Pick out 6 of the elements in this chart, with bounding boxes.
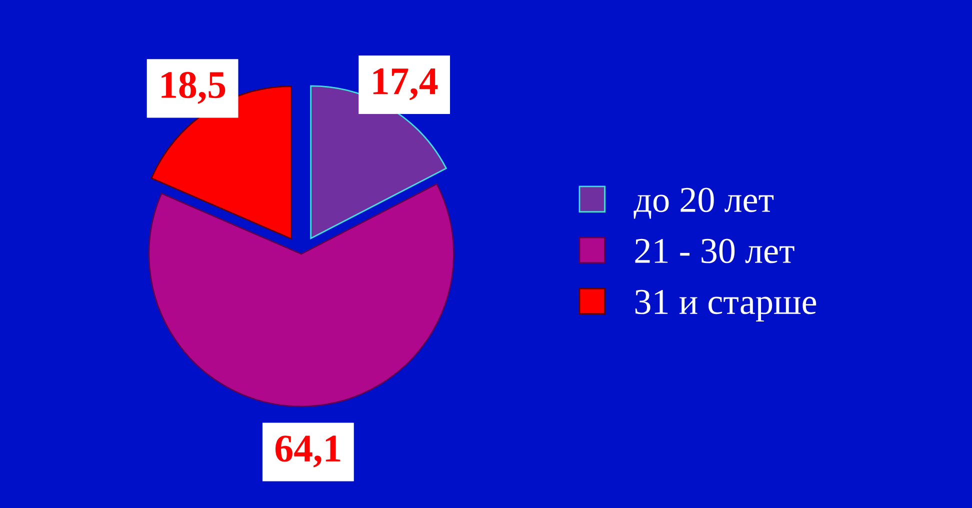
data-label: 18,5 (162, 72, 226, 104)
legend-label: 31 и старше (635, 290, 816, 322)
legend-label: 21 - 30 лет (635, 238, 794, 264)
legend-label: до 20 лет (634, 188, 774, 219)
data-label: 64,1 (275, 436, 340, 468)
data-label: 17,4 (373, 68, 438, 100)
